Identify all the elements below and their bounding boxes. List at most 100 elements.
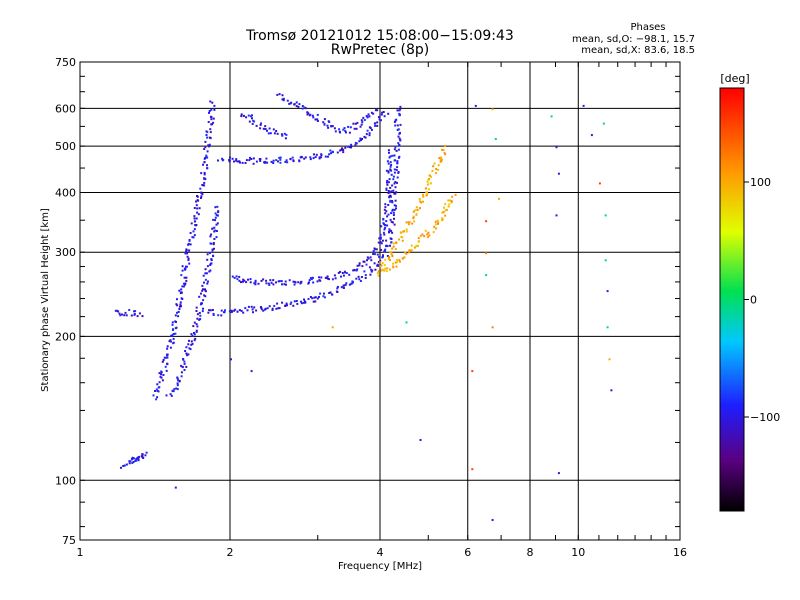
echo-point — [300, 300, 302, 303]
echo-point — [377, 270, 380, 273]
echo-point — [196, 325, 199, 328]
echo-point — [390, 252, 393, 255]
echo-point — [383, 228, 386, 231]
echo-point — [208, 252, 211, 255]
echo-point — [306, 113, 309, 116]
echo-point — [372, 112, 375, 115]
echo-point — [263, 308, 266, 311]
echo-point — [260, 308, 263, 311]
echo-point — [356, 121, 359, 124]
scatter-point — [250, 370, 253, 373]
echo-point — [275, 307, 278, 310]
echo-point — [259, 159, 262, 162]
echo-point — [443, 152, 446, 155]
echo-point — [210, 116, 213, 119]
echo-point — [276, 93, 279, 96]
echo-point — [386, 224, 389, 227]
echo-point — [349, 126, 352, 129]
echo-point — [326, 155, 329, 158]
scatter-point — [608, 358, 611, 361]
echo-point — [272, 128, 275, 131]
scatter-point — [491, 519, 494, 521]
echo-point — [389, 218, 392, 221]
echo-point — [183, 360, 186, 363]
echo-point — [387, 171, 390, 174]
echo-point — [408, 221, 411, 224]
echo-point — [331, 125, 334, 128]
echo-point — [350, 282, 353, 285]
echo-point — [249, 281, 252, 284]
echo-point — [344, 129, 347, 132]
echo-point — [386, 255, 389, 257]
echo-point — [244, 307, 247, 310]
echo-point — [309, 158, 312, 161]
echo-point — [185, 279, 188, 282]
echo-point — [379, 259, 382, 262]
echo-point — [236, 160, 239, 163]
echo-point — [362, 116, 365, 119]
echo-point — [393, 217, 395, 220]
echo-point — [435, 227, 437, 230]
echo-point — [304, 301, 307, 304]
echo-point — [212, 218, 215, 221]
echo-point — [348, 283, 351, 286]
echo-point — [382, 231, 385, 234]
echo-point — [255, 309, 258, 312]
echo-point — [196, 317, 199, 320]
colorbar-tick-label: 100 — [750, 176, 771, 189]
echo-point — [208, 111, 210, 114]
echo-point — [399, 105, 402, 108]
echo-point — [254, 279, 257, 282]
echo-point — [125, 314, 128, 317]
y-tick-label: 75 — [62, 534, 76, 547]
echo-point — [331, 278, 334, 281]
echo-point — [419, 200, 422, 203]
echo-point — [389, 186, 392, 189]
echo-point — [176, 384, 179, 387]
echo-point — [316, 280, 319, 283]
echo-point — [203, 177, 206, 180]
echo-point — [358, 264, 361, 267]
echo-point — [387, 204, 390, 206]
echo-point — [365, 263, 368, 266]
scatter-point — [582, 104, 585, 107]
echo-point — [420, 201, 422, 204]
echo-point — [283, 283, 286, 286]
echo-point — [366, 259, 368, 262]
echo-point — [188, 339, 190, 342]
echo-point — [166, 345, 169, 348]
echo-point — [430, 175, 432, 178]
echo-point — [328, 278, 330, 281]
echo-point — [213, 230, 216, 233]
echo-point — [307, 298, 310, 300]
echo-point — [220, 309, 223, 312]
echo-point — [300, 280, 303, 283]
echo-point — [280, 133, 283, 136]
scatter-point — [230, 358, 232, 361]
echo-point — [388, 258, 390, 261]
echo-point — [395, 241, 398, 244]
echo-point — [330, 152, 332, 155]
echo-point — [378, 237, 381, 240]
echo-point — [445, 208, 448, 211]
echo-point — [158, 386, 161, 389]
echo-point — [331, 150, 334, 153]
echo-point — [298, 103, 301, 106]
echo-point — [415, 244, 418, 247]
echo-point — [365, 133, 368, 136]
echo-point — [387, 192, 390, 194]
echo-point — [200, 195, 203, 198]
echo-point — [390, 190, 393, 193]
echo-point — [390, 169, 393, 172]
echo-point — [428, 234, 431, 237]
echo-point — [426, 180, 429, 183]
echo-point — [376, 263, 379, 266]
echo-point — [180, 305, 182, 308]
echo-point — [397, 142, 400, 145]
echo-point — [213, 226, 216, 229]
echo-point — [172, 333, 175, 335]
echo-point — [314, 118, 317, 121]
echo-point — [169, 339, 172, 342]
echo-point — [278, 156, 281, 159]
echo-point — [190, 343, 193, 346]
